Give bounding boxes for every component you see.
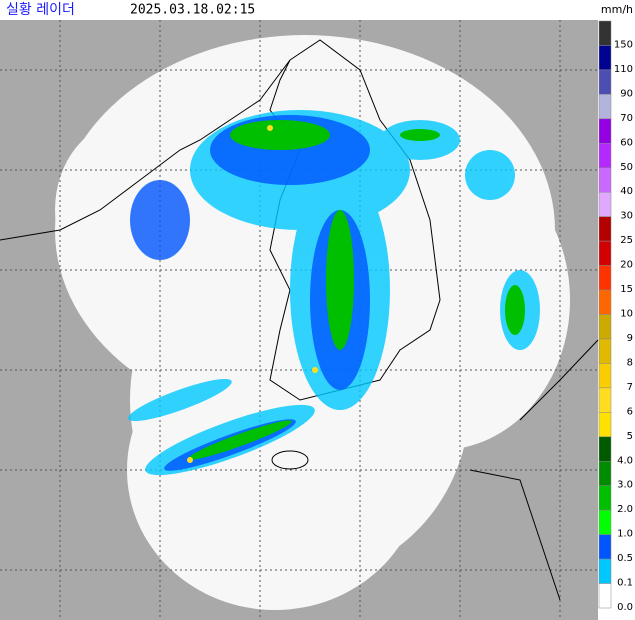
legend-label: 4.0 [617, 455, 633, 466]
legend-label: 40 [620, 186, 633, 197]
title: 실황 레이더 [6, 2, 75, 18]
legend-swatch [598, 167, 612, 193]
legend-swatch [598, 94, 612, 120]
legend-swatch [598, 558, 612, 584]
legend-swatch [598, 216, 612, 242]
map [0, 20, 599, 620]
legend-swatch [598, 461, 612, 486]
legend-label: 90 [620, 88, 633, 99]
legend-swatch [598, 363, 612, 389]
legend-label: 15 [620, 284, 633, 295]
legend-swatch [598, 412, 612, 438]
legend: 150 110 90 70 60 50 40 30 25 20 15 10 9 8 7 6 5 4.0 3.0 2.0… [598, 20, 633, 613]
legend-label: 5 [627, 431, 633, 442]
legend-swatch [598, 485, 612, 511]
legend-swatch [598, 118, 612, 144]
precipitation [128, 110, 540, 476]
legend-label: 50 [620, 162, 633, 173]
legend-label: 20 [620, 260, 633, 271]
legend-label: 8 [627, 357, 633, 368]
timestamp: 2025.03.18.02:15 [130, 3, 255, 18]
legend-label: 0.0 [617, 602, 633, 613]
legend-label: 0.5 [617, 553, 633, 564]
legend-swatch [598, 338, 612, 364]
legend-label: 0.1 [617, 578, 633, 589]
legend-swatch [598, 69, 612, 95]
legend-swatch [598, 436, 612, 462]
legend-swatch [598, 314, 612, 340]
legend-swatch [598, 45, 612, 71]
legend-label: 9 [627, 333, 633, 344]
legend-unit: mm/h [601, 3, 633, 16]
legend-label: 7 [627, 382, 633, 393]
legend-label: 60 [620, 137, 633, 148]
legend-swatch [598, 583, 612, 609]
legend-label: 2.0 [617, 504, 633, 515]
legend-swatch [598, 265, 612, 291]
legend-label: 3.0 [617, 480, 633, 491]
legend-label: 10 [620, 309, 633, 320]
legend-swatch [598, 534, 612, 560]
legend-swatch [598, 143, 612, 169]
legend-swatch [598, 20, 612, 46]
legend-swatch [598, 509, 612, 535]
legend-label: 1.0 [617, 529, 633, 540]
legend-swatch [598, 289, 612, 315]
legend-swatch [598, 240, 612, 266]
legend-label: 150 [614, 39, 633, 50]
legend-swatch [598, 191, 612, 217]
legend-label: 30 [620, 211, 633, 222]
legend-swatch [598, 387, 612, 413]
legend-label: 110 [614, 64, 633, 75]
legend-label: 6 [627, 406, 633, 417]
legend-label: 70 [620, 113, 633, 124]
legend-label: 25 [620, 235, 633, 246]
